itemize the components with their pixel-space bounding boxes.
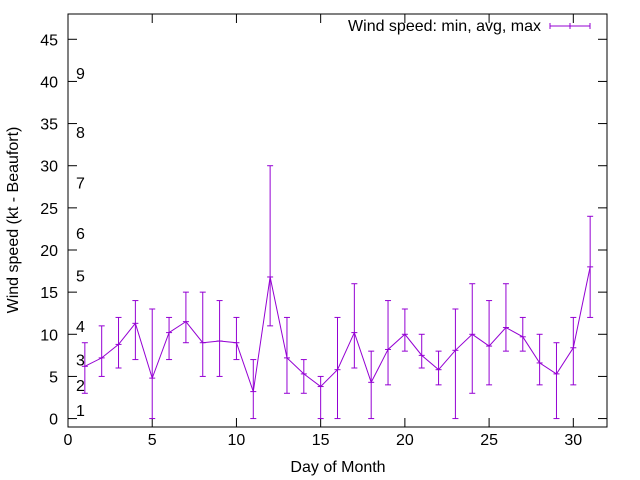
error-bar <box>553 342 560 420</box>
error-bar <box>570 316 577 386</box>
error-bar <box>81 342 88 394</box>
beaufort-labels: 1 2 3 4 5 6 7 8 9 <box>76 66 85 420</box>
x-tick-label: 15 <box>312 432 330 449</box>
beaufort-label: 7 <box>76 176 85 193</box>
legend-sample <box>549 23 591 29</box>
plot-frame <box>67 13 608 428</box>
error-bar <box>98 325 105 377</box>
error-bar <box>435 350 442 386</box>
error-bar <box>452 308 459 420</box>
error-bar <box>519 316 526 352</box>
error-bar <box>300 359 307 394</box>
error-bar <box>486 300 493 386</box>
x-tick-label: 20 <box>396 432 414 449</box>
beaufort-label: 3 <box>76 353 85 370</box>
error-bar <box>115 316 122 369</box>
error-bar <box>368 350 375 420</box>
y-tick-label: 40 <box>40 74 58 91</box>
error-bar <box>149 308 156 420</box>
error-bar <box>401 308 408 352</box>
error-bar <box>418 333 425 369</box>
error-bar <box>250 359 257 420</box>
beaufort-label: 5 <box>76 268 85 285</box>
y-axis-label: Wind speed (kt - Beaufort) <box>5 127 22 314</box>
y-tick-label: 5 <box>49 369 58 386</box>
x-axis-label: Day of Month <box>290 459 385 476</box>
beaufort-label: 1 <box>76 403 85 420</box>
y-tick-label: 30 <box>40 159 58 176</box>
legend: Wind speed: min, avg, max <box>348 18 591 35</box>
error-bar <box>385 300 392 386</box>
beaufort-label: 6 <box>76 226 85 243</box>
y-tick-label: 10 <box>40 327 58 344</box>
x-tick-label: 0 <box>64 432 73 449</box>
y-tick-label: 0 <box>49 412 58 429</box>
error-bar <box>334 316 341 420</box>
error-bar <box>536 333 543 386</box>
y-tick-label: 20 <box>40 243 58 260</box>
beaufort-label: 2 <box>76 378 85 395</box>
x-tick-label: 30 <box>564 432 582 449</box>
y-tick-label: 25 <box>40 201 58 218</box>
error-bar <box>132 300 139 361</box>
x-tick-label: 25 <box>480 432 498 449</box>
y-tick-label: 15 <box>40 285 58 302</box>
series-layer <box>81 165 594 420</box>
error-bar <box>283 316 290 394</box>
error-bar <box>166 316 173 361</box>
error-bar <box>216 300 223 377</box>
error-bar <box>267 165 274 327</box>
beaufort-label: 9 <box>76 66 85 83</box>
error-bar <box>182 291 189 344</box>
error-bar <box>502 283 509 352</box>
x-tick-label: 5 <box>148 432 157 449</box>
beaufort-label: 4 <box>76 319 85 336</box>
error-bar <box>351 283 358 369</box>
error-bar <box>469 283 476 394</box>
error-bar <box>233 316 240 361</box>
y-tick-label: 35 <box>40 117 58 134</box>
x-tick-label: 10 <box>228 432 246 449</box>
legend-label: Wind speed: min, avg, max <box>348 18 541 35</box>
y-tick-label: 45 <box>40 32 58 49</box>
error-bar <box>587 215 594 318</box>
beaufort-label: 8 <box>76 125 85 142</box>
error-bar <box>199 291 206 377</box>
error-bar <box>317 375 324 420</box>
